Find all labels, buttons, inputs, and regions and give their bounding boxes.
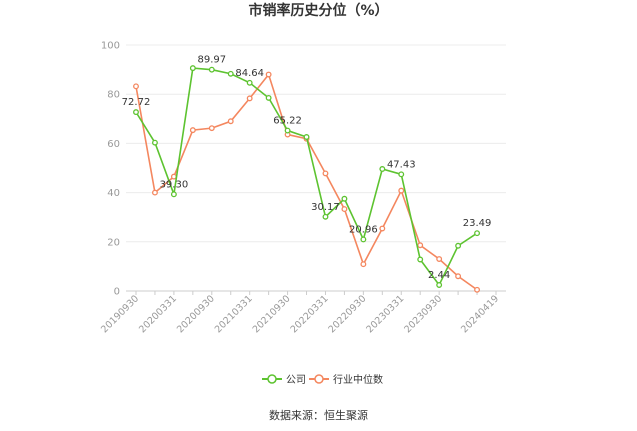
y-tick-label: 20 bbox=[107, 237, 120, 248]
data-point[interactable] bbox=[227, 70, 234, 77]
data-point[interactable] bbox=[455, 242, 462, 249]
data-point[interactable] bbox=[398, 187, 405, 194]
data-point[interactable] bbox=[246, 95, 253, 102]
data-label: 47.43 bbox=[387, 159, 416, 170]
legend-item-industry-median[interactable]: 行业中位数 bbox=[309, 373, 383, 386]
data-point[interactable] bbox=[133, 109, 139, 116]
data-point[interactable] bbox=[341, 195, 348, 202]
legend-marker-industry-median bbox=[314, 374, 324, 384]
x-tick-label: 20220930 bbox=[327, 293, 369, 335]
x-tick-label: 20210930 bbox=[251, 293, 293, 335]
data-point[interactable] bbox=[189, 127, 196, 134]
data-label: 89.97 bbox=[197, 55, 226, 66]
data-point[interactable] bbox=[246, 79, 253, 86]
y-tick-label: 40 bbox=[107, 188, 120, 199]
data-point[interactable] bbox=[303, 134, 310, 140]
series-line bbox=[135, 67, 478, 287]
data-label: 30.17 bbox=[311, 202, 340, 213]
series-company bbox=[133, 65, 480, 288]
data-label: 72.72 bbox=[122, 97, 151, 108]
data-label: 39.30 bbox=[160, 179, 189, 190]
data-point[interactable] bbox=[322, 170, 329, 177]
data-point[interactable] bbox=[436, 282, 443, 288]
data-point[interactable] bbox=[189, 65, 196, 72]
x-tick-label: 20220331 bbox=[289, 293, 331, 335]
data-point[interactable] bbox=[455, 273, 462, 280]
data-point[interactable] bbox=[379, 166, 386, 172]
data-point[interactable] bbox=[265, 71, 272, 78]
data-point[interactable] bbox=[360, 261, 367, 268]
legend-marker-company bbox=[267, 374, 277, 384]
x-tick-label: 20190930 bbox=[99, 293, 141, 335]
data-label: 2.44 bbox=[428, 270, 450, 281]
data-point[interactable] bbox=[322, 213, 329, 220]
series-group bbox=[133, 65, 480, 293]
data-point[interactable] bbox=[417, 242, 424, 249]
x-tick-label: 20230331 bbox=[364, 293, 406, 335]
x-tick-label: 20230930 bbox=[402, 293, 444, 335]
data-label: 20.96 bbox=[349, 224, 378, 235]
data-label: 23.49 bbox=[463, 218, 492, 229]
data-point[interactable] bbox=[436, 256, 443, 262]
data-point[interactable] bbox=[284, 127, 291, 134]
data-point[interactable] bbox=[151, 189, 158, 196]
x-tick-label: 20240419 bbox=[459, 293, 501, 335]
y-tick-label: 100 bbox=[101, 41, 120, 52]
x-tick-label: 20200331 bbox=[137, 293, 179, 335]
x-tick-label: 20200930 bbox=[175, 293, 217, 335]
legend-label-company: 公司 bbox=[286, 375, 306, 386]
data-label: 65.22 bbox=[273, 116, 302, 127]
chart-title: 市销率历史分位（%） bbox=[248, 2, 388, 19]
data-point[interactable] bbox=[265, 94, 272, 101]
legend-item-company[interactable]: 公司 bbox=[262, 374, 306, 386]
x-tick-label: 20210331 bbox=[213, 293, 255, 335]
data-point[interactable] bbox=[341, 206, 348, 213]
y-tick-label: 0 bbox=[114, 287, 120, 298]
data-point[interactable] bbox=[417, 256, 424, 263]
data-point[interactable] bbox=[170, 191, 177, 198]
legend[interactable]: 公司 行业中位数 bbox=[262, 373, 383, 386]
data-point[interactable] bbox=[208, 125, 215, 132]
data-point[interactable] bbox=[379, 225, 386, 232]
data-point[interactable] bbox=[133, 83, 139, 90]
legend-label-industry-median: 行业中位数 bbox=[333, 373, 383, 386]
data-point[interactable] bbox=[474, 286, 480, 293]
data-label: 84.64 bbox=[235, 68, 264, 79]
data-point[interactable] bbox=[360, 236, 367, 243]
data-labels: 72.72 39.30 89.97 84.64 65.22 30.17 20.96 47.43… bbox=[122, 55, 492, 281]
data-point[interactable] bbox=[474, 230, 480, 237]
data-source: 数据来源：恒生聚源 bbox=[269, 408, 368, 422]
y-tick-label: 80 bbox=[107, 90, 120, 101]
data-point[interactable] bbox=[227, 118, 234, 125]
data-point[interactable] bbox=[208, 66, 215, 73]
y-tick-label: 60 bbox=[107, 139, 120, 150]
data-point[interactable] bbox=[151, 139, 158, 146]
data-point[interactable] bbox=[398, 171, 405, 178]
grid bbox=[126, 44, 506, 292]
